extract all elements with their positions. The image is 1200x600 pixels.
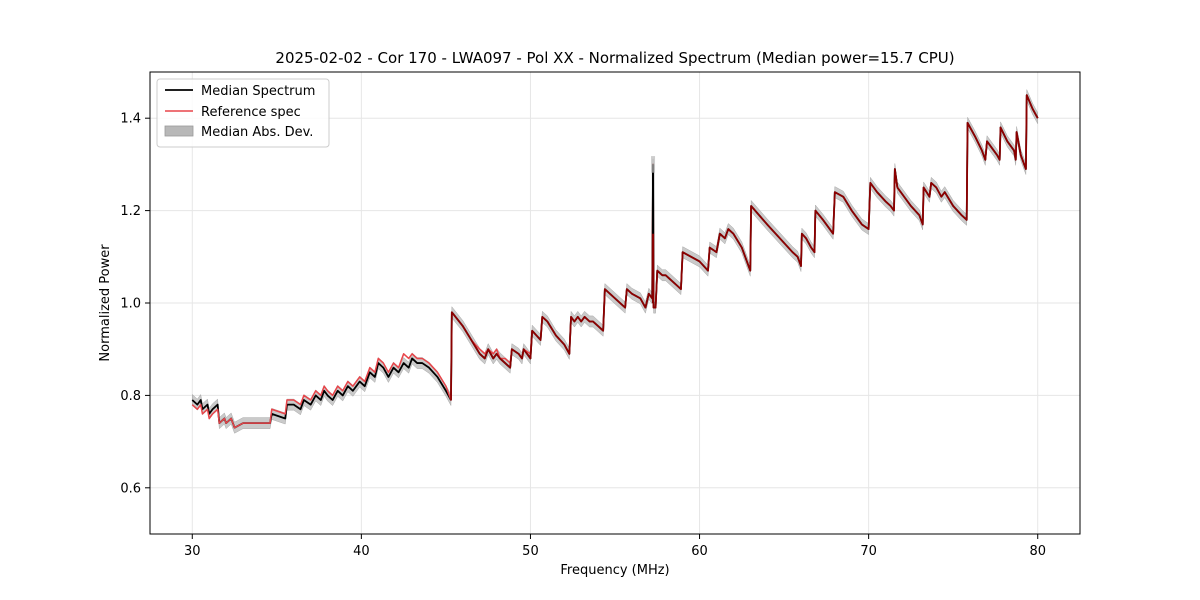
- y-tick-label: 0.6: [120, 481, 141, 496]
- y-axis-ticks: 0.6 0.8 1.0 1.2 1.4: [120, 112, 150, 496]
- chart-title: 2025-02-02 - Cor 170 - LWA097 - Pol XX -…: [275, 49, 954, 67]
- x-tick-label: 80: [1029, 544, 1046, 559]
- x-axis-ticks: 30 40 50 60 70 80: [184, 534, 1046, 559]
- y-tick-label: 1.0: [120, 297, 141, 312]
- legend-mad-swatch: [164, 125, 194, 137]
- legend-median-label: Median Spectrum: [201, 84, 315, 99]
- spike-mad: [651, 156, 656, 173]
- x-tick-label: 60: [691, 544, 708, 559]
- legend: Median Spectrum Reference spec Median Ab…: [156, 78, 330, 148]
- x-tick-label: 30: [184, 544, 201, 559]
- x-axis-label: Frequency (MHz): [560, 563, 669, 578]
- legend-reference-label: Reference spec: [201, 105, 301, 120]
- overlap-line: [450, 94, 1039, 401]
- y-axis-label: Normalized Power: [98, 244, 113, 362]
- x-tick-label: 40: [353, 544, 370, 559]
- x-tick-label: 70: [860, 544, 877, 559]
- series-layer: [191, 94, 1039, 429]
- legend-mad-label: Median Abs. Dev.: [201, 125, 313, 140]
- y-tick-label: 0.8: [120, 389, 141, 404]
- y-tick-label: 1.4: [120, 112, 141, 127]
- x-tick-label: 50: [522, 544, 539, 559]
- legend-box: [156, 78, 330, 148]
- y-tick-label: 1.2: [120, 204, 141, 219]
